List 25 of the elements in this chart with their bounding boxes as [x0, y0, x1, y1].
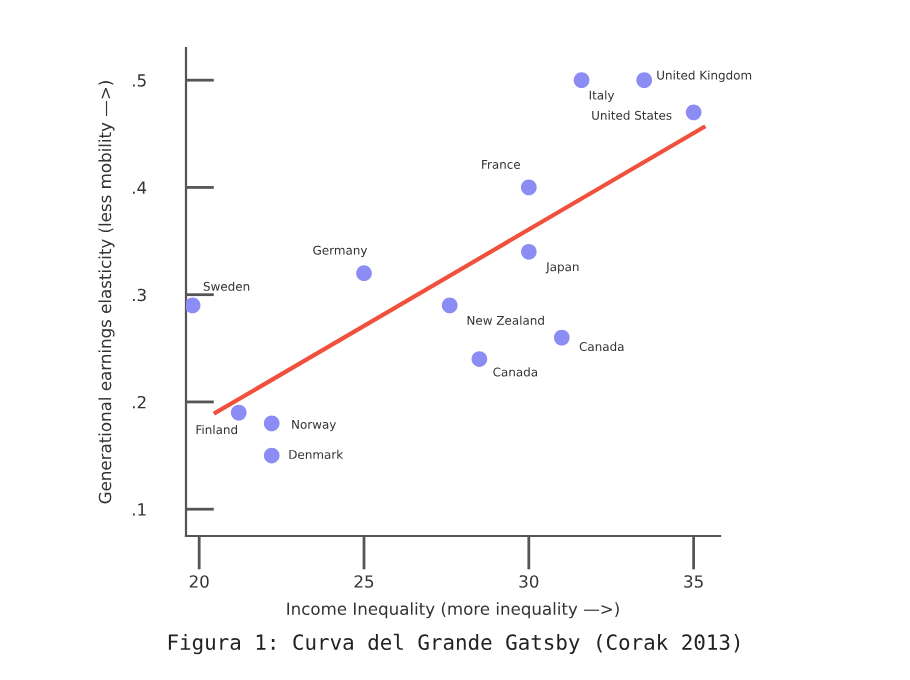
y-tick-label: .3: [132, 288, 146, 302]
text: Figura 1: Curva del Grande Gatsby (Corak 2013): [168, 633, 740, 655]
y-tick-label: .2: [132, 395, 146, 409]
y-tick-label: .5: [132, 74, 146, 87]
point: [520, 179, 537, 196]
point: [685, 104, 702, 121]
point: [553, 329, 570, 346]
point: [441, 297, 458, 314]
point: [230, 404, 247, 421]
x-axis-title: Income Inequality (more inequality —>): [287, 602, 619, 619]
point: [573, 72, 590, 89]
point: [636, 72, 653, 89]
x-tick-label: 25: [354, 575, 374, 588]
y-tick-label: .4: [132, 181, 147, 194]
point: [520, 243, 537, 260]
point: [263, 415, 280, 432]
point: [263, 447, 280, 464]
point: [356, 265, 372, 282]
point: [186, 297, 201, 314]
x-tick-label: 20: [189, 575, 209, 588]
x-tick-label: 30: [519, 575, 539, 588]
y-tick-label: .1: [132, 503, 146, 516]
x-tick-label: 35: [684, 575, 703, 588]
y-axis-title: Generational earnings elasticity (less mobility —>): [98, 81, 115, 504]
point: [471, 351, 488, 367]
